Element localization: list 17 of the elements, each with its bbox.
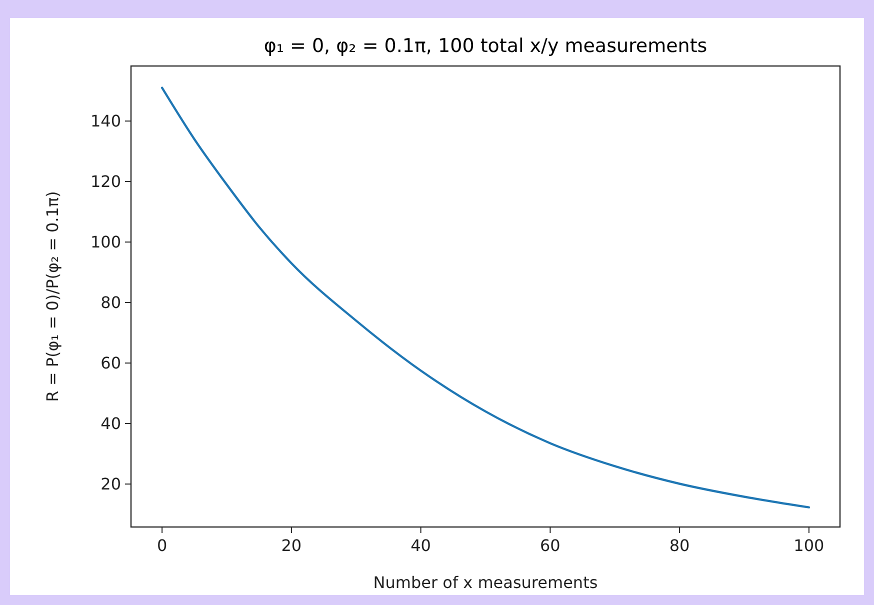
x-axis-title: Number of x measurements bbox=[373, 573, 598, 592]
x-tick-label: 20 bbox=[281, 536, 302, 555]
x-tick-label: 60 bbox=[540, 536, 560, 555]
y-tick-label: 80 bbox=[100, 293, 121, 312]
y-tick-label: 60 bbox=[100, 354, 121, 373]
y-tick-label: 140 bbox=[90, 112, 121, 131]
y-tick-label: 120 bbox=[90, 172, 121, 192]
x-tick-label: 100 bbox=[794, 536, 824, 555]
x-tick-label: 80 bbox=[669, 536, 690, 555]
x-tick-label: 40 bbox=[410, 536, 431, 555]
y-tick-label: 40 bbox=[100, 414, 121, 434]
y-tick-label: 100 bbox=[90, 232, 121, 252]
x-tick-label: 0 bbox=[156, 536, 168, 555]
line-series bbox=[160, 86, 810, 508]
y-axis-title: R = P(φ₁ = 0)/P(φ₂ = 0.1π) bbox=[43, 191, 62, 402]
y-tick-label: 20 bbox=[100, 474, 121, 494]
chart-title: φ₁ = 0, φ₂ = 0.1π, 100 total x/y measurements bbox=[264, 35, 708, 57]
